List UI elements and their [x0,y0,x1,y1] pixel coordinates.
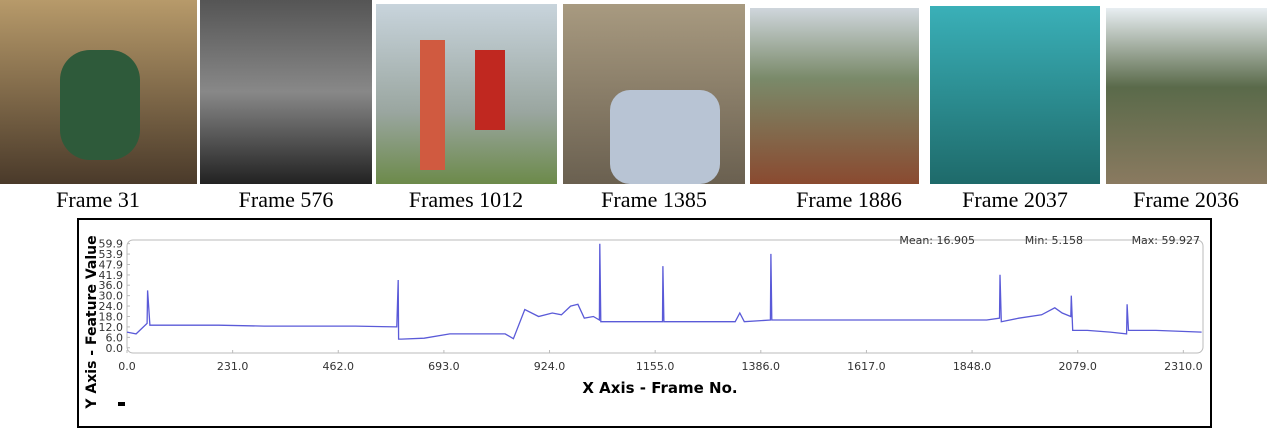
stat-mean: Mean: 16.905 [899,234,975,247]
stat-min: Min: 5.158 [1025,234,1083,247]
person [60,50,140,160]
frame-caption: Frame 1886 [796,187,902,212]
x-tick-label: 1155.0 [636,360,675,373]
x-axis-label: X Axis - Frame No. [582,379,737,397]
y-tick-label: 6.0 [106,331,124,344]
frame-image [1106,8,1267,184]
person [420,40,445,170]
x-tick-label: 0.0 [118,360,136,373]
frame-caption: Frame 31 [56,187,140,212]
y-tick-label: 59.9 [99,238,124,251]
frame-image [200,0,372,184]
x-tick-label: 1617.0 [847,360,886,373]
x-tick-label: 924.0 [534,360,566,373]
icon [118,402,125,406]
y-tick-label: 12.0 [99,321,124,334]
x-tick-label: 1386.0 [742,360,781,373]
frame-caption: Frame 2037 [962,187,1068,212]
frame-caption: Frames 1012 [409,187,523,212]
plot-area [126,239,1204,354]
y-tick-label: 18.0 [99,310,124,323]
x-tick-label: 693.0 [428,360,460,373]
stat-max: Max: 59.927 [1132,234,1200,247]
data-line [126,243,1202,340]
y-tick-label: 47.9 [99,259,124,272]
frame-image [376,4,557,184]
frame-image [930,6,1100,184]
y-tick-label: 53.9 [99,248,124,261]
y-tick-label: 36.0 [99,279,124,292]
y-axis-label: Y Axis - Feature Value [84,235,100,409]
x-tick-label: 2079.0 [1058,360,1097,373]
frame-caption: Frame 1385 [601,187,707,212]
person [475,50,505,130]
frame-images [0,0,1267,184]
y-tick-label: 30.0 [99,290,124,303]
frame-image [750,8,919,184]
frame-caption: Frame 2036 [1133,187,1239,212]
x-tick-label: 2310.0 [1164,360,1203,373]
y-tick-label: 24.0 [99,300,124,313]
x-tick-label: 231.0 [217,360,249,373]
captions: Frame 31 Frame 576 Frames 1012 Frame 1385 Fr… [56,187,1239,212]
x-tick-label: 1848.0 [953,360,992,373]
y-tick-label: 0.0 [106,342,124,355]
x-tick-label: 462.0 [323,360,355,373]
frame-caption: Frame 576 [239,187,334,212]
y-tick-label: 41.9 [99,269,124,282]
person [610,90,720,184]
